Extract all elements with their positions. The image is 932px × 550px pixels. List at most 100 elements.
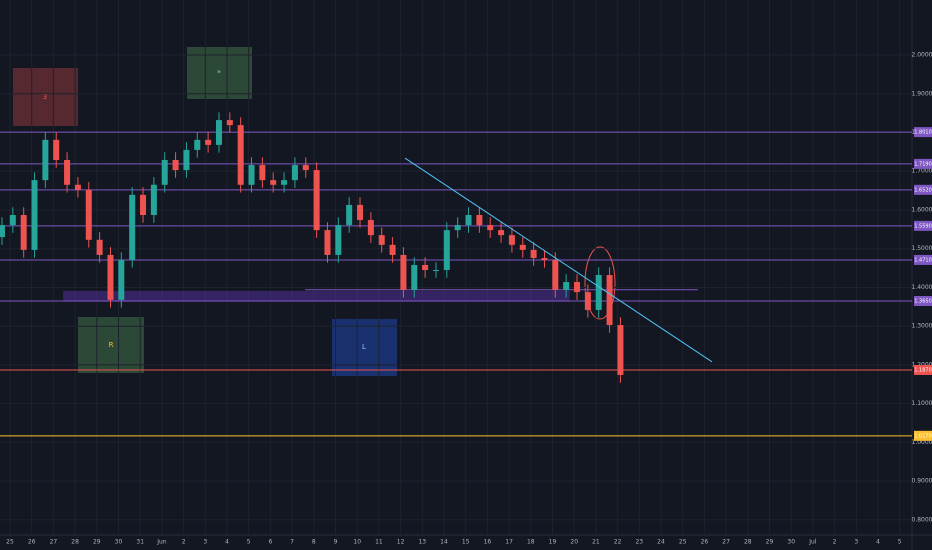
x-tick-label: 30 <box>787 539 795 546</box>
candle-body <box>259 165 266 181</box>
level-label: 1.0170 <box>914 433 932 439</box>
level-label: 1.8010 <box>914 130 932 136</box>
x-tick-label: 9 <box>334 539 338 546</box>
zone <box>63 290 570 302</box>
x-tick-label: 17 <box>505 539 513 546</box>
candle-body <box>552 259 559 290</box>
y-tick-label: 0.9000 <box>912 478 932 485</box>
x-tick-label: 6 <box>268 539 272 546</box>
candle-body <box>313 170 320 231</box>
x-tick-label: 28 <box>71 539 79 546</box>
candle-body <box>161 159 168 185</box>
x-tick-label: 8 <box>312 539 316 546</box>
candle-body <box>595 275 602 310</box>
candle-body <box>205 139 212 145</box>
candle-body <box>9 215 16 226</box>
x-tick-label: 10 <box>353 539 361 546</box>
candle-body <box>487 225 494 231</box>
highlight-circle <box>584 246 616 320</box>
candle-body <box>357 204 364 221</box>
candle-body <box>508 235 515 245</box>
candle-body <box>443 230 450 271</box>
candle-body <box>140 194 147 216</box>
candle-body <box>281 180 288 185</box>
level-label: 1.6520 <box>914 187 932 193</box>
candle-body <box>400 254 407 290</box>
annotation-label: R <box>109 341 114 349</box>
candle-body <box>237 125 244 185</box>
x-tick-label: 14 <box>440 539 448 546</box>
x-tick-label: 5 <box>247 539 251 546</box>
y-tick-label: 1.5000 <box>912 245 932 252</box>
x-tick-label: Jul <box>808 539 817 546</box>
candle-body <box>248 165 255 185</box>
level-label: 1.7190 <box>914 161 932 167</box>
x-tick-label: 23 <box>635 539 643 546</box>
candle-body <box>129 194 136 260</box>
candle-body <box>42 139 49 181</box>
x-tick-label: 2 <box>833 539 837 546</box>
y-tick-label: 0.8000 <box>912 516 932 523</box>
candle-body <box>215 120 222 145</box>
level-label: 1.1870 <box>914 367 932 373</box>
candle-body <box>53 139 60 160</box>
annotation-box <box>332 319 397 376</box>
x-tick-label: 29 <box>766 539 774 546</box>
candle-body <box>519 244 526 250</box>
level-badge <box>914 364 932 375</box>
candle-body <box>378 235 385 245</box>
candle-body <box>346 204 353 226</box>
x-tick-label: 21 <box>592 539 600 546</box>
x-tick-label: 3 <box>203 539 207 546</box>
y-tick-label: 1.2000 <box>912 361 932 368</box>
candle-body <box>606 275 613 326</box>
x-tick-label: 11 <box>375 539 383 546</box>
candle-body <box>0 225 5 238</box>
annotation-label: L <box>362 343 366 351</box>
x-tick-label: 2 <box>182 539 186 546</box>
x-tick-label: 26 <box>701 539 709 546</box>
x-tick-label: 12 <box>397 539 405 546</box>
candle-body <box>226 120 233 126</box>
candle-body <box>107 254 114 300</box>
candle-body <box>530 249 537 259</box>
level-badge <box>914 254 932 265</box>
level-badge <box>914 220 932 231</box>
level-badge <box>914 158 932 169</box>
y-tick-label: 2.0000 <box>912 52 932 59</box>
y-tick-label: 1.3000 <box>912 323 932 330</box>
candle-body <box>74 184 81 190</box>
candle-body <box>367 220 374 236</box>
candle-body <box>476 215 483 226</box>
y-tick-label: 1.0000 <box>912 439 932 446</box>
level-badge <box>914 296 932 307</box>
level-label: 1.4710 <box>914 257 932 263</box>
level-badge <box>914 127 932 138</box>
candle-body <box>498 230 505 236</box>
candle-body <box>422 264 429 271</box>
x-tick-label: 25 <box>679 539 687 546</box>
candle-body <box>335 225 342 255</box>
candle-body <box>465 215 472 226</box>
candle-body <box>172 159 179 171</box>
x-tick-label: 3 <box>854 539 858 546</box>
x-tick-label: 30 <box>115 539 123 546</box>
x-tick-label: 18 <box>527 539 535 546</box>
x-tick-label: 27 <box>50 539 58 546</box>
level-badge <box>914 430 932 441</box>
x-tick-label: Jun <box>156 539 167 546</box>
annotation-box <box>13 68 78 126</box>
candle-body <box>563 282 570 290</box>
x-tick-label: 4 <box>225 539 229 546</box>
x-tick-label: 24 <box>657 539 665 546</box>
candle-body <box>150 184 157 216</box>
x-tick-label: 28 <box>744 539 752 546</box>
candle-body <box>302 165 309 171</box>
candle-body <box>574 282 581 293</box>
y-tick-label: 1.6000 <box>912 206 932 213</box>
candle-body <box>194 139 201 150</box>
candle-body <box>20 215 27 250</box>
x-tick-label: 20 <box>570 539 578 546</box>
x-tick-label: 7 <box>290 539 294 546</box>
